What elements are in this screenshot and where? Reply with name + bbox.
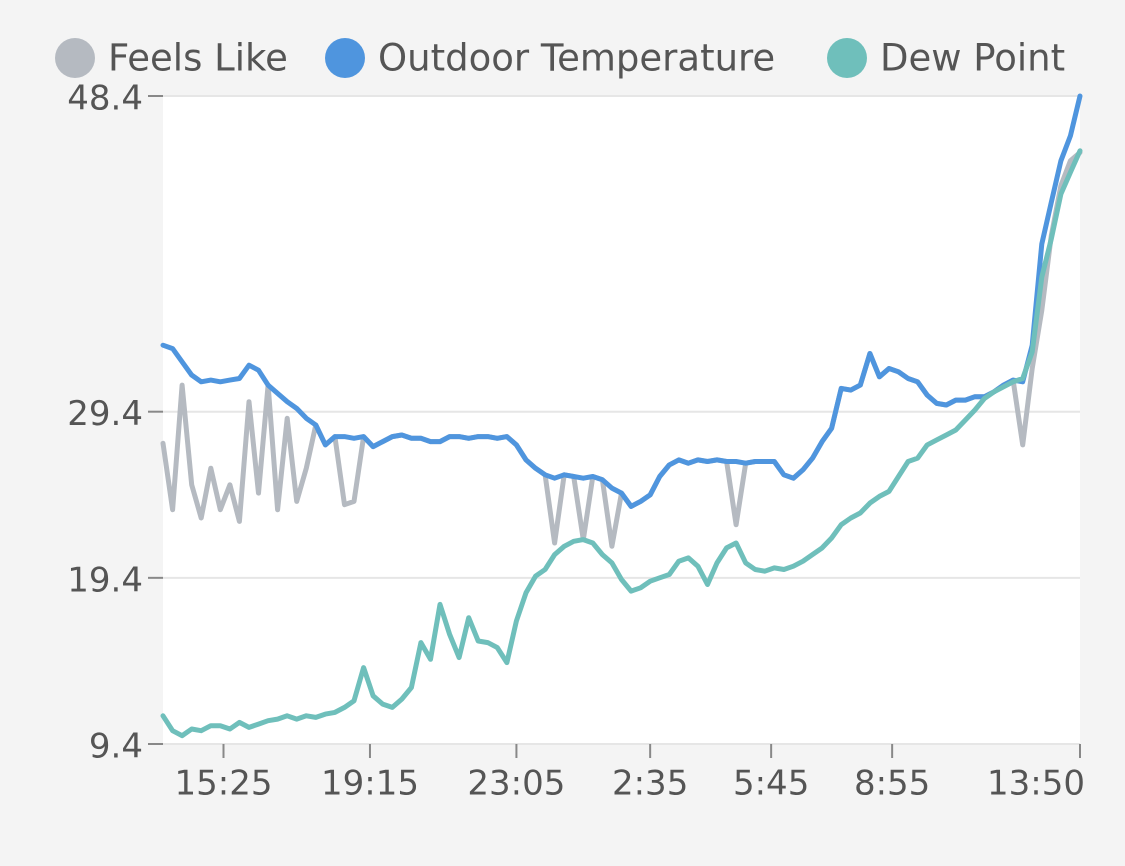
series-line [160, 93, 1083, 509]
legend-swatch [827, 38, 867, 78]
x-tick-label: 13:50 [987, 764, 1085, 804]
series-line [160, 148, 1083, 739]
legend-swatch [55, 38, 95, 78]
legend-label: Dew Point [880, 37, 1065, 80]
x-tick-label: 2:35 [612, 764, 688, 804]
x-tick-label: 5:45 [733, 764, 809, 804]
legend-label: Feels Like [108, 37, 288, 80]
plot-area [163, 96, 1080, 744]
x-tick-label: 15:25 [175, 764, 273, 804]
y-tick-label: 29.4 [67, 394, 143, 434]
y-tick-label: 9.4 [89, 727, 143, 767]
y-tick-label: 19.4 [67, 560, 143, 600]
y-tick-label: 48.4 [67, 79, 143, 119]
legend-label: Outdoor Temperature [378, 37, 775, 80]
x-tick-label: 19:15 [321, 764, 419, 804]
x-tick-label: 23:05 [467, 764, 565, 804]
x-tick-label: 8:55 [854, 764, 930, 804]
legend-swatch [325, 38, 365, 78]
